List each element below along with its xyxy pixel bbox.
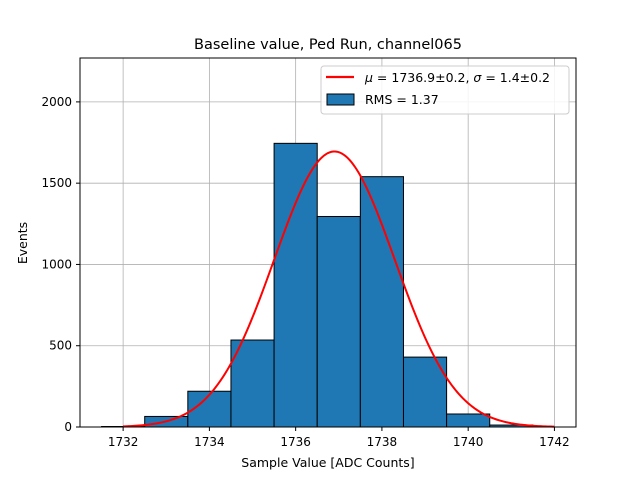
x-tick-label: 1740	[453, 435, 484, 449]
legend-mu-symbol: μ	[364, 70, 373, 85]
legend-sigma-value: = 1.4±0.2	[481, 70, 550, 85]
legend: μ = 1736.9±0.2, σ = 1.4±0.2 RMS = 1.37	[320, 65, 570, 115]
legend-fit-label: μ = 1736.9±0.2, σ = 1.4±0.2	[364, 70, 550, 85]
legend-histogram-swatch	[326, 93, 355, 106]
x-tick-label: 1742	[539, 435, 570, 449]
y-tick-label: 1500	[41, 176, 72, 190]
plot-frame	[79, 57, 577, 428]
histogram-bar	[402, 356, 448, 428]
histogram-bar	[359, 176, 404, 428]
x-axis-label: Sample Value [ADC Counts]	[241, 455, 414, 470]
histogram-bar	[230, 339, 275, 428]
y-tick-label: 2000	[41, 95, 72, 109]
y-axis-ticks: 0 500 1000 1500 2000	[41, 95, 80, 434]
y-tick-label: 0	[64, 420, 72, 434]
x-tick-label: 1736	[280, 435, 311, 449]
histogram-bar	[316, 215, 361, 428]
x-tick-label: 1738	[367, 435, 398, 449]
chart-title: Baseline value, Ped Run, channel065	[194, 37, 462, 53]
gaussian-fit-curve	[123, 150, 555, 428]
y-tick-label: 500	[49, 339, 72, 353]
histogram-bar	[446, 413, 491, 428]
y-tick-label: 1000	[41, 257, 72, 271]
legend-box	[320, 65, 570, 115]
x-axis-ticks: 1732 1734 1736 1738 1740 1742	[108, 427, 570, 449]
legend-mu-value: = 1736.9±0.2,	[373, 70, 473, 85]
legend-sigma-symbol: σ	[473, 70, 482, 85]
y-axis-label: Events	[15, 222, 30, 264]
legend-histogram-label: RMS = 1.37	[365, 92, 439, 107]
x-tick-label: 1732	[108, 435, 139, 449]
x-tick-label: 1734	[194, 435, 225, 449]
histogram-bar	[273, 142, 318, 428]
